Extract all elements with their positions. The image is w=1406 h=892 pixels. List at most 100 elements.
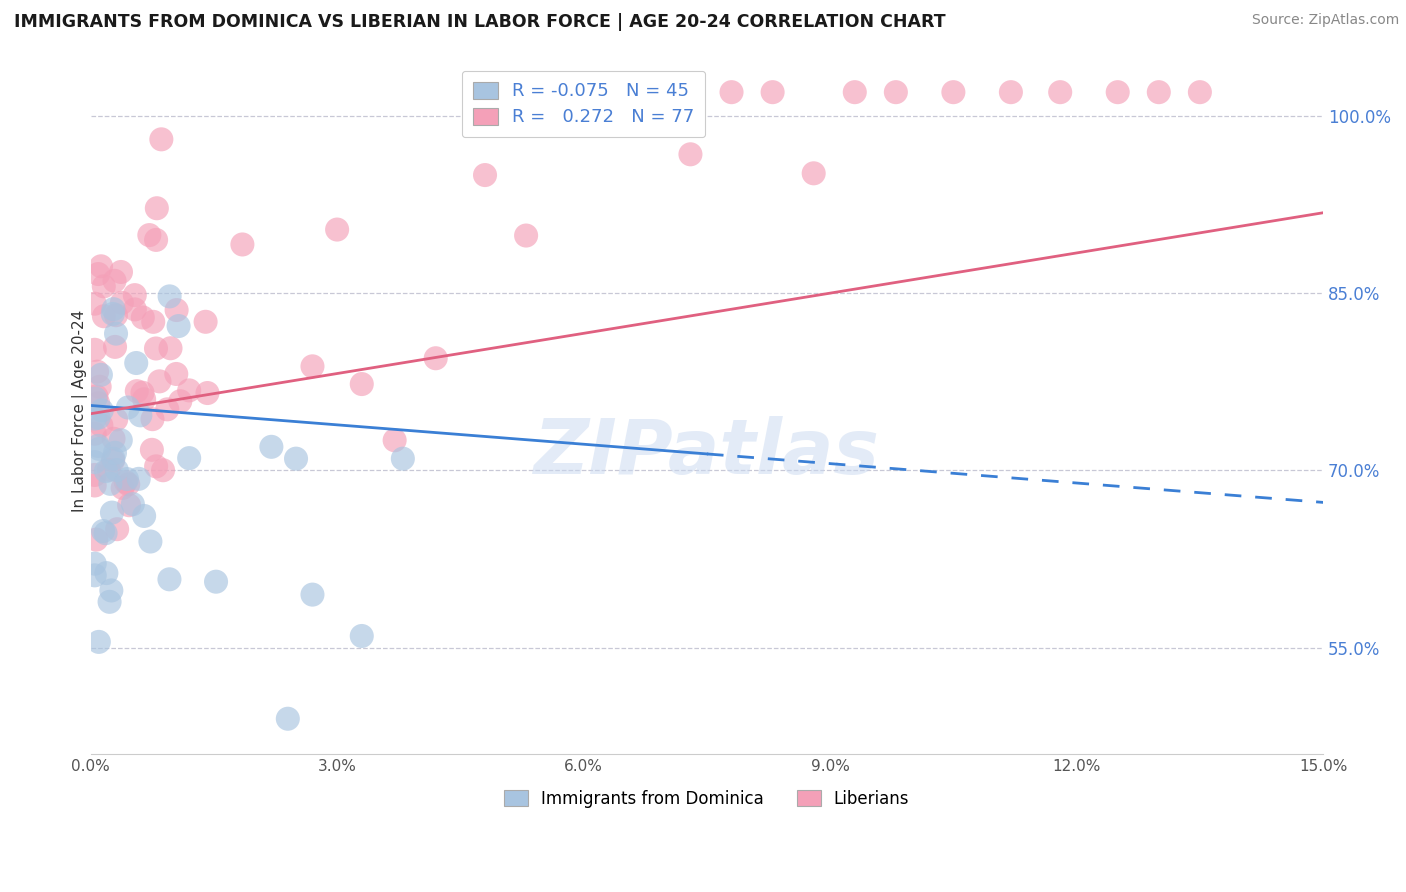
Text: ZIPatlas: ZIPatlas xyxy=(534,416,880,490)
Point xyxy=(94,464,117,478)
Point xyxy=(94,526,117,541)
Point xyxy=(87,635,110,649)
Point xyxy=(90,368,112,382)
Point xyxy=(301,588,323,602)
Point xyxy=(83,467,105,482)
Point xyxy=(159,341,181,355)
Legend: Immigrants from Dominica, Liberians: Immigrants from Dominica, Liberians xyxy=(498,783,915,814)
Point xyxy=(134,508,156,523)
Point xyxy=(104,340,127,354)
Point xyxy=(110,434,132,448)
Point xyxy=(146,201,169,215)
Point xyxy=(117,401,139,415)
Point xyxy=(326,222,349,236)
Point xyxy=(142,315,165,329)
Point xyxy=(83,343,105,357)
Text: Source: ZipAtlas.com: Source: ZipAtlas.com xyxy=(1251,13,1399,28)
Point xyxy=(139,534,162,549)
Point xyxy=(87,396,110,410)
Point xyxy=(101,506,124,520)
Point xyxy=(194,315,217,329)
Point xyxy=(167,319,190,334)
Point xyxy=(90,403,112,417)
Point xyxy=(84,392,107,406)
Point xyxy=(555,114,578,128)
Point xyxy=(100,583,122,598)
Point xyxy=(105,326,128,341)
Point xyxy=(205,574,228,589)
Point xyxy=(166,303,188,318)
Point xyxy=(884,85,907,99)
Point xyxy=(125,384,148,399)
Point xyxy=(231,237,253,252)
Point xyxy=(103,274,125,288)
Point xyxy=(121,497,143,511)
Point xyxy=(350,377,373,392)
Point xyxy=(89,442,111,456)
Point xyxy=(1147,85,1170,99)
Point xyxy=(86,365,108,379)
Point xyxy=(384,434,406,448)
Point xyxy=(125,356,148,370)
Point xyxy=(103,432,125,446)
Point xyxy=(118,498,141,512)
Point xyxy=(114,475,136,489)
Point xyxy=(159,289,181,303)
Point xyxy=(638,85,661,99)
Point xyxy=(1049,85,1071,99)
Point xyxy=(598,85,620,99)
Point xyxy=(86,389,108,403)
Point xyxy=(277,712,299,726)
Point xyxy=(392,451,415,466)
Point xyxy=(83,411,105,425)
Point xyxy=(145,459,167,474)
Point xyxy=(803,166,825,180)
Point xyxy=(111,481,134,495)
Point xyxy=(105,463,128,477)
Point xyxy=(83,478,105,492)
Point xyxy=(844,85,866,99)
Point xyxy=(117,477,139,491)
Point xyxy=(159,572,181,586)
Point xyxy=(942,85,965,99)
Point xyxy=(474,168,496,182)
Point xyxy=(111,295,134,310)
Point xyxy=(90,418,112,433)
Point xyxy=(103,451,125,466)
Point xyxy=(91,524,114,538)
Point xyxy=(425,351,447,366)
Point xyxy=(103,302,125,317)
Point xyxy=(83,455,105,469)
Point xyxy=(87,267,110,281)
Point xyxy=(101,307,124,321)
Point xyxy=(1000,85,1022,99)
Point xyxy=(1107,85,1129,99)
Point xyxy=(515,228,537,243)
Point xyxy=(104,308,127,322)
Point xyxy=(148,375,170,389)
Point xyxy=(84,533,107,547)
Point xyxy=(93,279,115,293)
Point xyxy=(105,412,128,426)
Point xyxy=(150,132,173,146)
Point xyxy=(156,402,179,417)
Point xyxy=(87,410,110,425)
Y-axis label: In Labor Force | Age 20-24: In Labor Force | Age 20-24 xyxy=(72,310,87,513)
Point xyxy=(93,310,115,324)
Point xyxy=(1188,85,1211,99)
Point xyxy=(145,233,167,247)
Point xyxy=(131,385,153,400)
Point xyxy=(179,384,201,398)
Point xyxy=(679,147,702,161)
Point xyxy=(96,566,118,580)
Point xyxy=(145,342,167,356)
Point xyxy=(169,394,191,409)
Point xyxy=(350,629,373,643)
Point xyxy=(179,451,201,466)
Point xyxy=(98,595,121,609)
Point xyxy=(141,412,163,426)
Point xyxy=(138,228,160,243)
Point xyxy=(90,260,112,274)
Point xyxy=(124,288,146,302)
Point xyxy=(132,310,155,325)
